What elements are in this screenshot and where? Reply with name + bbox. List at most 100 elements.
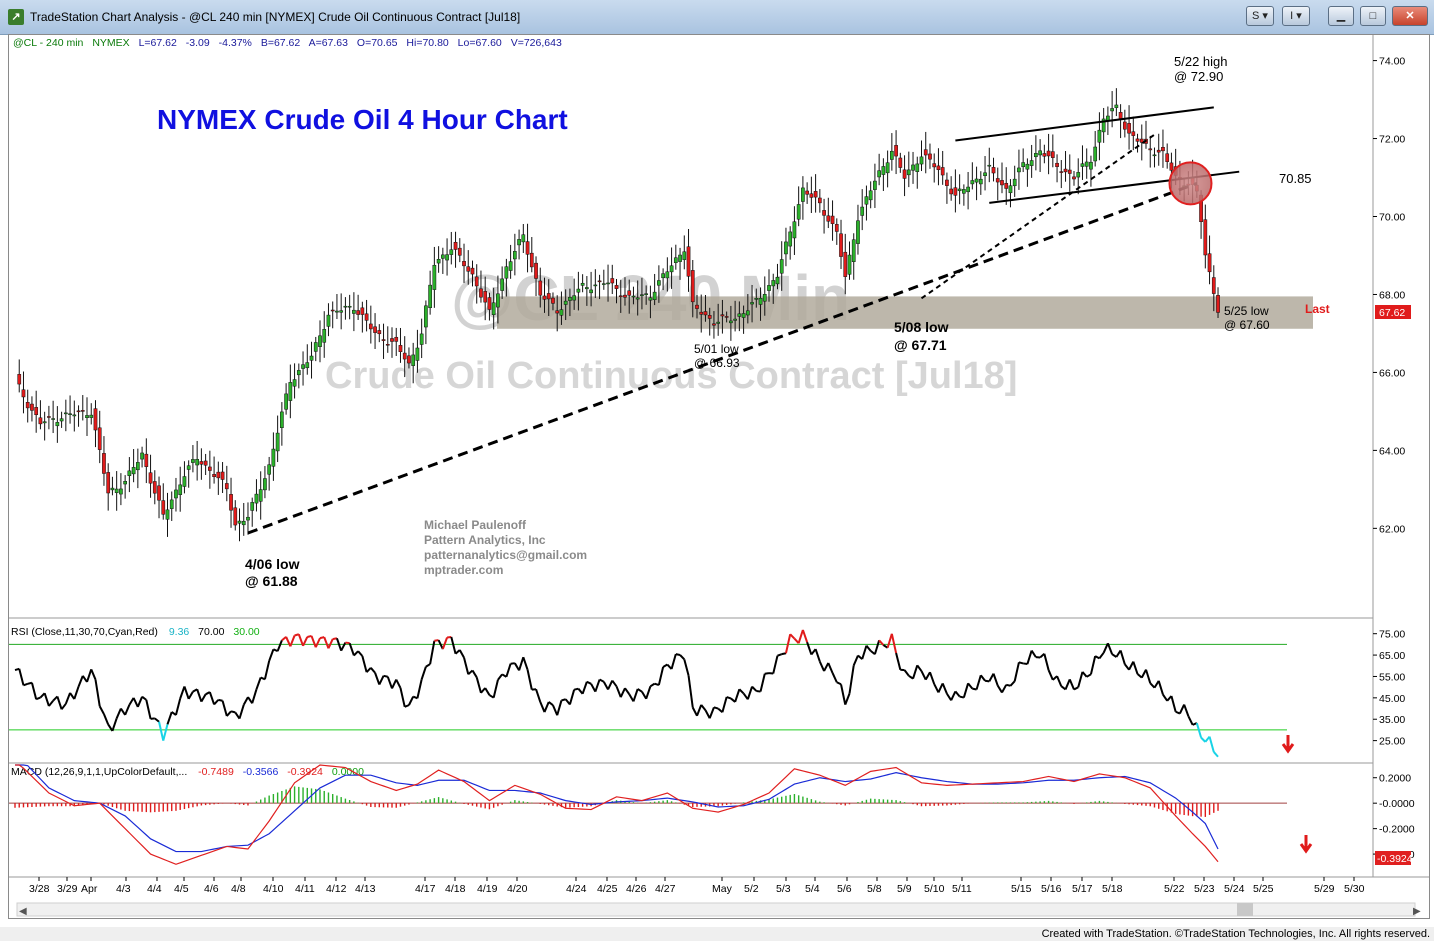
rsi-oversold: 30.00 <box>233 626 259 638</box>
rsi-segment <box>539 701 546 713</box>
candle-down <box>30 403 34 411</box>
rsi-segment <box>704 709 711 719</box>
rsi-segment <box>226 710 232 717</box>
candle-down <box>538 280 543 296</box>
rsi-segment <box>1145 669 1152 684</box>
horizontal-scrollbar[interactable] <box>16 902 1416 917</box>
candle-up <box>987 164 992 167</box>
scroll-right-icon[interactable]: ▶ <box>1413 906 1421 917</box>
rsi-segment <box>196 688 203 703</box>
rsi-segment <box>319 636 325 640</box>
candle-up <box>1080 163 1085 167</box>
close-icon[interactable]: ✕ <box>1392 6 1428 26</box>
time-tick-label: 5/4 <box>805 883 820 895</box>
price-chart[interactable]: @CL 240 Min Crude Oil Continuous Contrac… <box>9 35 1429 918</box>
interval-link-button[interactable]: I ▾ <box>1282 6 1310 26</box>
candle-down <box>902 169 907 179</box>
rsi-segment <box>696 704 703 717</box>
candle-up <box>631 295 636 298</box>
rsi-segment <box>691 707 698 717</box>
time-tick-label: 5/9 <box>897 883 912 895</box>
rsi-segment <box>1086 673 1092 678</box>
candle-up <box>1038 150 1042 156</box>
rsi-segment <box>361 655 368 673</box>
rsi-segment <box>1073 686 1079 691</box>
macd-down-arrow-icon <box>1299 835 1313 854</box>
candle-down <box>407 355 411 364</box>
rsi-segment <box>1089 655 1097 675</box>
candle-down <box>953 187 958 196</box>
rsi-segment <box>242 696 249 706</box>
candle-up <box>661 273 665 279</box>
rsi-segment <box>23 682 29 687</box>
rsi-segment <box>675 653 681 656</box>
rsi-segment <box>543 701 550 713</box>
rsi-tick-label: 55.00 <box>1379 671 1405 683</box>
price-tick-label: 68.00 <box>1379 289 1405 301</box>
rsi-segment <box>484 687 491 696</box>
rsi-segment <box>162 724 169 741</box>
candle-down <box>610 278 615 284</box>
rsi-segment <box>251 688 258 704</box>
rsi-segment <box>60 703 67 710</box>
candle-down <box>1165 153 1170 162</box>
candle-up <box>263 478 267 491</box>
rsi-segment <box>18 668 25 686</box>
candle-up <box>432 264 437 290</box>
candle-up <box>343 305 348 308</box>
candle-up <box>559 309 564 316</box>
candle-down <box>707 315 712 319</box>
maximize-icon[interactable]: □ <box>1360 6 1386 26</box>
candle-down <box>822 210 826 216</box>
rsi-segment <box>581 681 588 695</box>
macd-main-line <box>15 764 1219 865</box>
rsi-segment <box>903 669 910 677</box>
macd-current-value: -0.3924 <box>1377 853 1413 865</box>
macd-histogram <box>14 786 1219 817</box>
candle-down <box>686 246 691 277</box>
symbol-link-button[interactable]: S ▾ <box>1246 6 1274 26</box>
candle-up <box>792 221 797 239</box>
candle-up <box>258 489 263 502</box>
candle-down <box>148 472 153 484</box>
candle-down <box>233 507 238 526</box>
candle-up <box>68 413 72 415</box>
rsi-segment <box>56 696 63 710</box>
candle-down <box>368 323 373 330</box>
time-tick-label: 5/17 <box>1072 883 1093 895</box>
candle-up <box>250 502 255 511</box>
rsi-segment <box>1153 680 1160 689</box>
candle-up <box>796 204 801 220</box>
rsi-segment <box>416 679 423 699</box>
candle-up <box>1017 167 1021 173</box>
scroll-left-icon[interactable]: ◀ <box>19 906 27 917</box>
rsi-segment <box>463 657 470 675</box>
rsi-segment <box>43 692 50 707</box>
rsi-segment <box>1157 680 1164 695</box>
candle-down <box>1055 162 1059 167</box>
rsi-segment <box>145 699 152 720</box>
rsi-segment <box>756 689 761 693</box>
rsi-segment <box>1187 715 1194 726</box>
candle-down <box>38 417 43 425</box>
candle-up <box>1097 129 1102 143</box>
rsi-segment <box>1106 642 1114 655</box>
candle-down <box>360 307 365 315</box>
minimize-icon[interactable]: ▁ <box>1328 6 1354 26</box>
scrollbar-thumb[interactable] <box>1237 903 1253 916</box>
candle-down <box>1148 148 1153 151</box>
candle-down <box>462 261 466 267</box>
candle-up <box>322 329 327 343</box>
status-symbol: @CL - 240 min <box>13 37 84 49</box>
candle-down <box>93 408 98 431</box>
candle-up <box>669 265 674 273</box>
candle-up <box>123 481 127 485</box>
candle-up <box>885 162 890 174</box>
rsi-segment <box>1195 722 1203 738</box>
candle-up <box>174 489 178 499</box>
rsi-segment <box>365 667 372 673</box>
rsi-segment <box>518 656 525 671</box>
candle-up <box>140 452 144 460</box>
candle-up <box>873 180 877 190</box>
status-exchange: NYMEX <box>92 37 129 49</box>
